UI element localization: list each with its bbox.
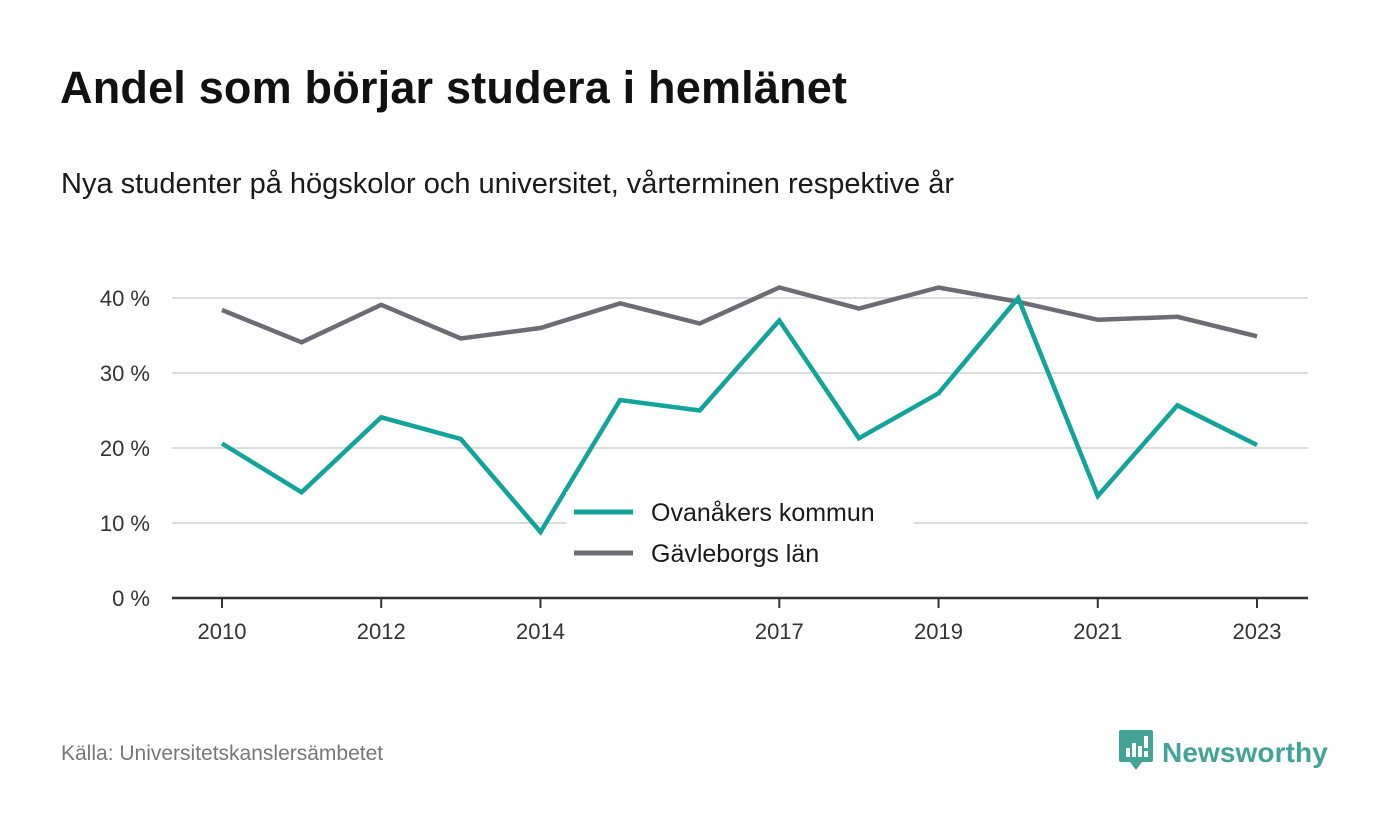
x-tick-label: 2012 [357, 619, 406, 644]
series-lines [220, 285, 1259, 536]
series-line [221, 285, 1258, 345]
y-tick-label: 10 % [100, 511, 150, 536]
newsworthy-logo-icon [1118, 728, 1154, 777]
brand-name: Newsworthy [1162, 736, 1328, 768]
y-tick-label: 40 % [100, 286, 150, 311]
chart-subtitle: Nya studenter på högskolor och universit… [61, 168, 954, 200]
legend: Ovanåkers kommun Gävleborgs län [566, 492, 914, 580]
legend-label: Gävleborgs län [651, 540, 819, 568]
legend-label: Ovanåkers kommun [651, 499, 875, 527]
x-tick-label: 2021 [1073, 619, 1122, 644]
line-chart: 0 % 10 % 20 % 30 % 40 % 2010 2012 2014 2017 2019… [100, 285, 1308, 644]
y-tick-label: 30 % [100, 361, 150, 386]
y-tick-label: 20 % [100, 436, 150, 461]
gridlines [172, 297, 1308, 524]
x-axis-ticks: 2010 2012 2014 2017 2019 2021 2023 [198, 598, 1282, 644]
x-tick-label: 2023 [1233, 619, 1282, 644]
series-line [220, 293, 1259, 536]
x-tick-label: 2017 [755, 619, 804, 644]
x-tick-label: 2019 [914, 619, 963, 644]
legend-background [566, 492, 914, 580]
brand-logo: Newsworthy [1118, 728, 1328, 777]
x-tick-label: 2010 [198, 619, 247, 644]
y-axis-ticks: 0 % 10 % 20 % 30 % 40 % [100, 286, 150, 611]
source-note: Källa: Universitetskanslersämbetet [61, 742, 384, 765]
x-tick-label: 2014 [516, 619, 565, 644]
y-tick-label: 0 % [112, 586, 150, 611]
chart-title: Andel som börjar studera i hemlänet [60, 62, 848, 113]
